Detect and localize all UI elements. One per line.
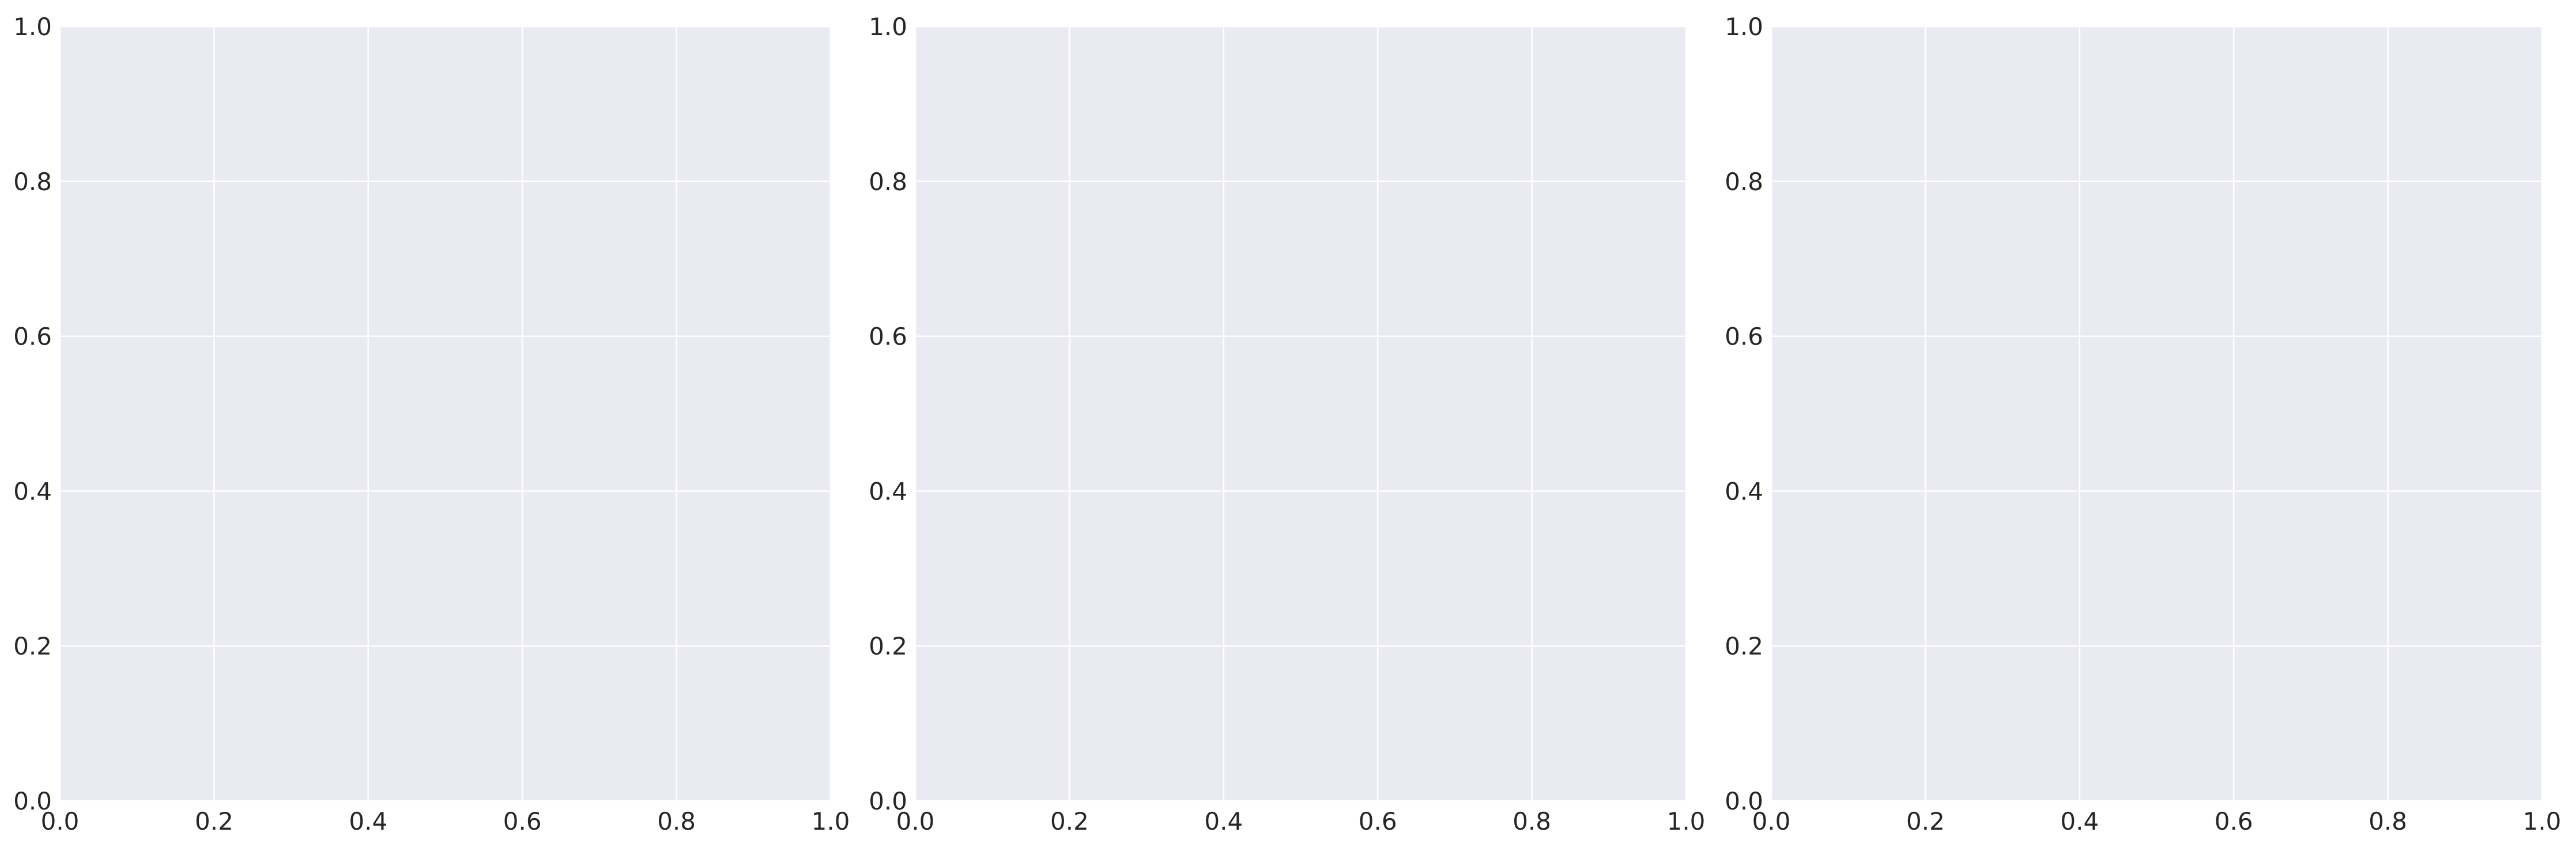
x-tick-label: 0.0 bbox=[1752, 807, 1791, 835]
x-tick-label: 0.4 bbox=[349, 807, 387, 835]
x-tick-label: 0.2 bbox=[1050, 807, 1089, 835]
y-tick-label: 0.4 bbox=[869, 477, 907, 505]
plot-area-background bbox=[1771, 27, 2542, 801]
y-tick-label: 1.0 bbox=[869, 13, 907, 41]
y-tick-label: 0.0 bbox=[1725, 787, 1763, 815]
y-tick-label: 0.0 bbox=[13, 787, 52, 815]
y-tick-label: 1.0 bbox=[13, 13, 52, 41]
x-tick-label: 0.6 bbox=[503, 807, 542, 835]
y-tick-label: 0.4 bbox=[1725, 477, 1763, 505]
x-tick-label: 1.0 bbox=[2523, 807, 2562, 835]
y-tick-label: 1.0 bbox=[1725, 13, 1763, 41]
x-tick-label: 0.8 bbox=[1513, 807, 1551, 835]
plot-area-background bbox=[60, 27, 831, 801]
y-tick-label: 0.2 bbox=[1725, 632, 1763, 660]
x-tick-label: 0.8 bbox=[2368, 807, 2407, 835]
y-tick-label: 0.6 bbox=[13, 323, 52, 351]
y-tick-label: 0.2 bbox=[13, 632, 52, 660]
subplot-3: 0.0 0.2 0.4 0.6 0.8 1.0 0.0 0.2 0.4 0.6 0.8 1.0 bbox=[1725, 13, 2561, 835]
x-tick-label: 0.0 bbox=[41, 807, 80, 835]
x-tick-label: 0.6 bbox=[1359, 807, 1397, 835]
x-tick-label: 0.2 bbox=[1906, 807, 1945, 835]
y-tick-label: 0.6 bbox=[869, 323, 907, 351]
y-tick-label: 0.8 bbox=[869, 168, 907, 196]
subplot-1: 0.0 0.2 0.4 0.6 0.8 1.0 0.0 0.2 0.4 0.6 0.8 1.0 bbox=[13, 13, 850, 835]
x-tick-label: 1.0 bbox=[1667, 807, 1706, 835]
x-tick-label: 1.0 bbox=[812, 807, 850, 835]
y-tick-label: 0.2 bbox=[869, 632, 907, 660]
x-tick-label: 0.6 bbox=[2215, 807, 2253, 835]
subplot-2: 0.0 0.2 0.4 0.6 0.8 1.0 0.0 0.2 0.4 0.6 0.8 1.0 bbox=[869, 13, 1705, 835]
y-tick-label: 0.6 bbox=[1725, 323, 1763, 351]
x-tick-label: 0.2 bbox=[195, 807, 233, 835]
y-tick-label: 0.8 bbox=[1725, 168, 1763, 196]
y-tick-label: 0.8 bbox=[13, 168, 52, 196]
y-tick-label: 0.4 bbox=[13, 477, 52, 505]
x-tick-label: 0.4 bbox=[1204, 807, 1243, 835]
x-tick-label: 0.0 bbox=[896, 807, 935, 835]
x-tick-label: 0.4 bbox=[2060, 807, 2099, 835]
plot-area-background bbox=[915, 27, 1686, 801]
y-tick-label: 0.0 bbox=[869, 787, 907, 815]
x-tick-label: 0.8 bbox=[657, 807, 696, 835]
